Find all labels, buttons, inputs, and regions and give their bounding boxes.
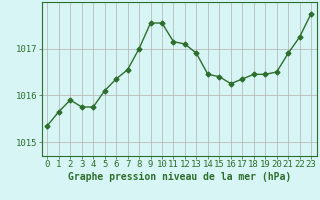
X-axis label: Graphe pression niveau de la mer (hPa): Graphe pression niveau de la mer (hPa)	[68, 172, 291, 182]
